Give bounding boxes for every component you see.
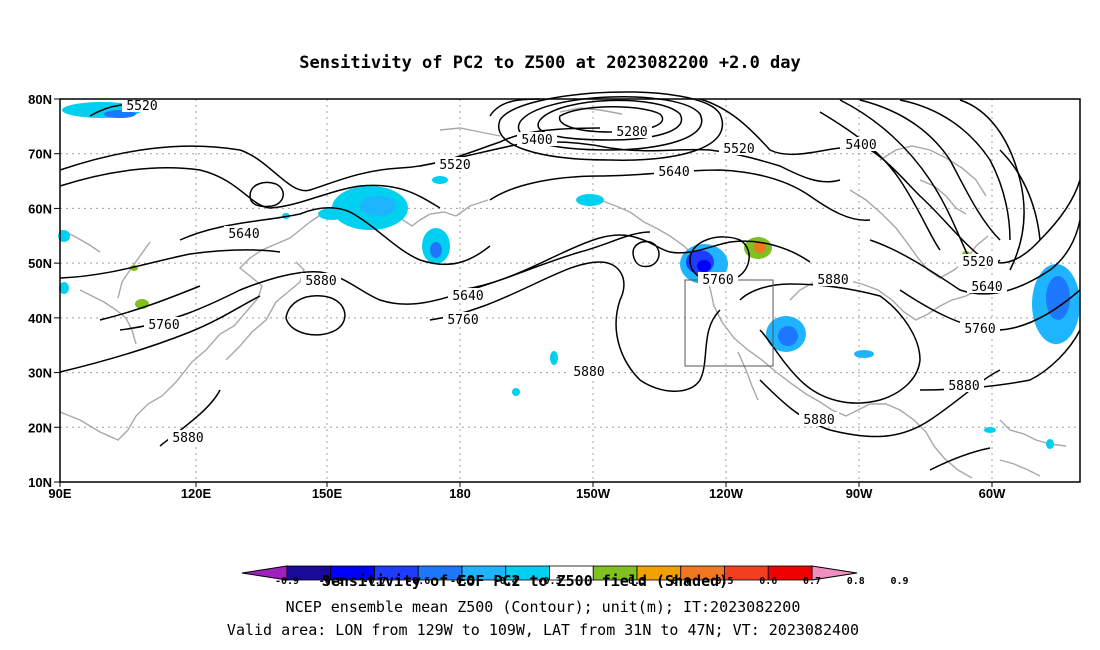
contour-label-bg — [799, 412, 839, 426]
contour-label-bg — [122, 98, 162, 112]
colorbar-tick-label: -0.7 — [362, 576, 386, 587]
figure-title: Sensitivity of PC2 to Z500 at 2023082200… — [299, 53, 801, 73]
colorbar-tick-label: 0.4 — [672, 576, 690, 587]
contour-label: 5880 — [305, 274, 336, 289]
contour-label: 5520 — [126, 99, 157, 114]
lon-tick-layer: 90E 120E 150E 180 150W 120W 90W 60W — [48, 482, 1006, 501]
lat-tick-label: 80N — [28, 92, 52, 107]
contour-label-bg — [569, 364, 609, 378]
contour-label: 5880 — [817, 273, 848, 288]
contour-label-bg — [654, 164, 694, 178]
contour-label: 5880 — [803, 413, 834, 428]
contour-label: 5640 — [228, 227, 259, 242]
contour-label: 5760 — [447, 313, 478, 328]
contour-label-bg — [144, 317, 184, 331]
contour-label-bg — [967, 279, 1007, 293]
colorbar-tick-label: 0.6 — [759, 576, 777, 587]
lat-tick-label: 50N — [28, 256, 52, 271]
contour-label: 5280 — [616, 125, 647, 140]
lat-tick-label: 60N — [28, 201, 52, 216]
contour-label-bg — [168, 430, 208, 444]
lon-tick-label: 60W — [979, 486, 1006, 501]
contour-label: 5400 — [521, 133, 552, 148]
contour-label: 5760 — [148, 318, 179, 333]
footer-line-1: Sensitivity of EOF PC2 to Z500 field (Sh… — [322, 572, 728, 590]
contour-label: 5520 — [962, 255, 993, 270]
lat-tick-label: 20N — [28, 420, 52, 435]
contour-label-bg — [841, 137, 881, 151]
contour-label-bg — [517, 132, 557, 146]
contour-label-bg — [698, 272, 738, 286]
contour-label: 5880 — [948, 379, 979, 394]
colorbar-tick-label: -0.6 — [406, 576, 430, 587]
contour-label-bg — [960, 321, 1000, 335]
footer-line-2: NCEP ensemble mean Z500 (Contour); unit(… — [286, 598, 801, 616]
lat-tick-label: 70N — [28, 147, 52, 162]
contour-label: 5520 — [723, 142, 754, 157]
colorbar-right-arrow — [811, 565, 858, 581]
contour-label-layer: 5520 5280 5400 5520 5520 5400 5640 5640 5880 5640… — [122, 98, 1007, 446]
colorbar-tick-label: 0.8 — [847, 576, 865, 587]
lon-tick-label: 180 — [449, 486, 471, 501]
contour-label-bg — [301, 273, 341, 287]
colorbar-tick-label: -0.5 — [450, 576, 474, 587]
lat-tick-layer: 80N 70N 60N 50N 40N 30N 20N 10N — [28, 92, 60, 490]
lon-tick-label: 90W — [846, 486, 873, 501]
lon-tick-label: 150E — [312, 486, 343, 501]
colorbar: -0.9 -0.8 -0.7 -0.6 -0.5 -0.4 -0.3 0.3 0.4 0.5 0.6… — [241, 565, 909, 587]
contour-label-bg — [224, 226, 264, 240]
contour-label: 5640 — [658, 165, 689, 180]
contour-label: 5640 — [452, 289, 483, 304]
lat-tick-label: 30N — [28, 366, 52, 381]
contour-label: 5760 — [964, 322, 995, 337]
colorbar-tick-label: 0.3 — [628, 576, 646, 587]
colorbar-tick-label: 0.7 — [803, 576, 821, 587]
lon-tick-label: 90E — [48, 486, 71, 501]
contour-label-bg — [448, 288, 488, 302]
contour-label: 5400 — [845, 138, 876, 153]
lat-tick-label: 10N — [28, 475, 52, 490]
colorbar-tick-label: -0.3 — [537, 576, 561, 587]
contour-label-bg — [443, 312, 483, 326]
colorbar-tick-label: -0.8 — [319, 576, 343, 587]
contour-label-bg — [719, 141, 759, 155]
lat-tick-label: 40N — [28, 311, 52, 326]
colorbar-tick-label: 0.5 — [715, 576, 733, 587]
contour-label: 5880 — [573, 365, 604, 380]
lon-tick-label: 120W — [709, 486, 744, 501]
contour-label: 5640 — [971, 280, 1002, 295]
contour-label: 5760 — [702, 273, 733, 288]
lon-tick-label: 120E — [181, 486, 212, 501]
colorbar-tick-label: -0.9 — [275, 576, 299, 587]
contour-label-bg — [435, 157, 475, 171]
contour-label: 5880 — [172, 431, 203, 446]
contour-label-bg — [612, 124, 652, 138]
contour-label-bg — [813, 272, 853, 286]
contour-label-bg — [958, 254, 998, 268]
footer-line-3: Valid area: LON from 129W to 109W, LAT f… — [227, 621, 859, 639]
colorbar-tick-label: -0.4 — [494, 576, 518, 587]
map-panel: 5520 5280 5400 5520 5520 5400 5640 5640 5880 5640… — [58, 91, 1081, 483]
colorbar-tick-label: 0.9 — [890, 576, 908, 587]
contour-label-bg — [944, 378, 984, 392]
lon-tick-label: 150W — [576, 486, 611, 501]
contour-label: 5520 — [439, 158, 470, 173]
